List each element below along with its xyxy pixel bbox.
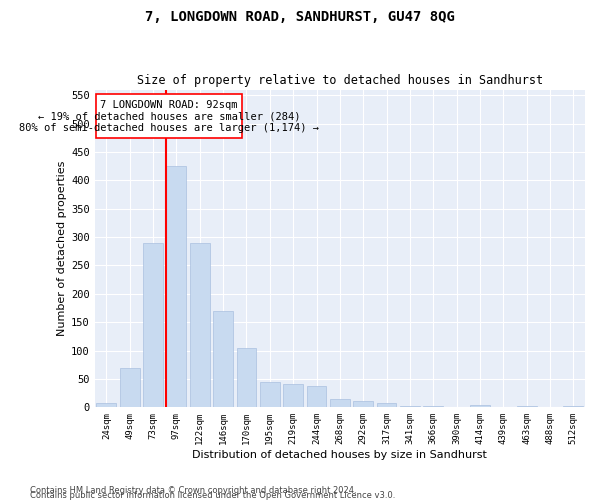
Text: Contains HM Land Registry data © Crown copyright and database right 2024.: Contains HM Land Registry data © Crown c… bbox=[30, 486, 356, 495]
Bar bbox=[330, 399, 350, 407]
Text: 7 LONGDOWN ROAD: 92sqm: 7 LONGDOWN ROAD: 92sqm bbox=[100, 100, 238, 110]
Bar bbox=[400, 406, 420, 407]
FancyBboxPatch shape bbox=[96, 94, 242, 138]
Bar bbox=[120, 368, 140, 408]
Bar bbox=[143, 243, 163, 408]
Text: 7, LONGDOWN ROAD, SANDHURST, GU47 8QG: 7, LONGDOWN ROAD, SANDHURST, GU47 8QG bbox=[145, 10, 455, 24]
Title: Size of property relative to detached houses in Sandhurst: Size of property relative to detached ho… bbox=[137, 74, 543, 87]
Bar bbox=[283, 384, 303, 407]
Bar bbox=[260, 382, 280, 407]
Bar bbox=[517, 406, 536, 407]
Bar bbox=[307, 386, 326, 407]
Bar bbox=[97, 403, 116, 407]
Bar bbox=[377, 403, 397, 407]
Bar bbox=[353, 400, 373, 407]
Bar bbox=[166, 166, 187, 408]
Bar bbox=[563, 406, 583, 407]
Text: Contains public sector information licensed under the Open Government Licence v3: Contains public sector information licen… bbox=[30, 490, 395, 500]
Bar bbox=[470, 405, 490, 407]
Text: ← 19% of detached houses are smaller (284): ← 19% of detached houses are smaller (28… bbox=[38, 111, 300, 121]
Y-axis label: Number of detached properties: Number of detached properties bbox=[57, 161, 67, 336]
X-axis label: Distribution of detached houses by size in Sandhurst: Distribution of detached houses by size … bbox=[193, 450, 487, 460]
Bar bbox=[236, 348, 256, 408]
Bar bbox=[213, 311, 233, 408]
Text: 80% of semi-detached houses are larger (1,174) →: 80% of semi-detached houses are larger (… bbox=[19, 122, 319, 132]
Bar bbox=[190, 243, 209, 408]
Bar bbox=[424, 406, 443, 407]
